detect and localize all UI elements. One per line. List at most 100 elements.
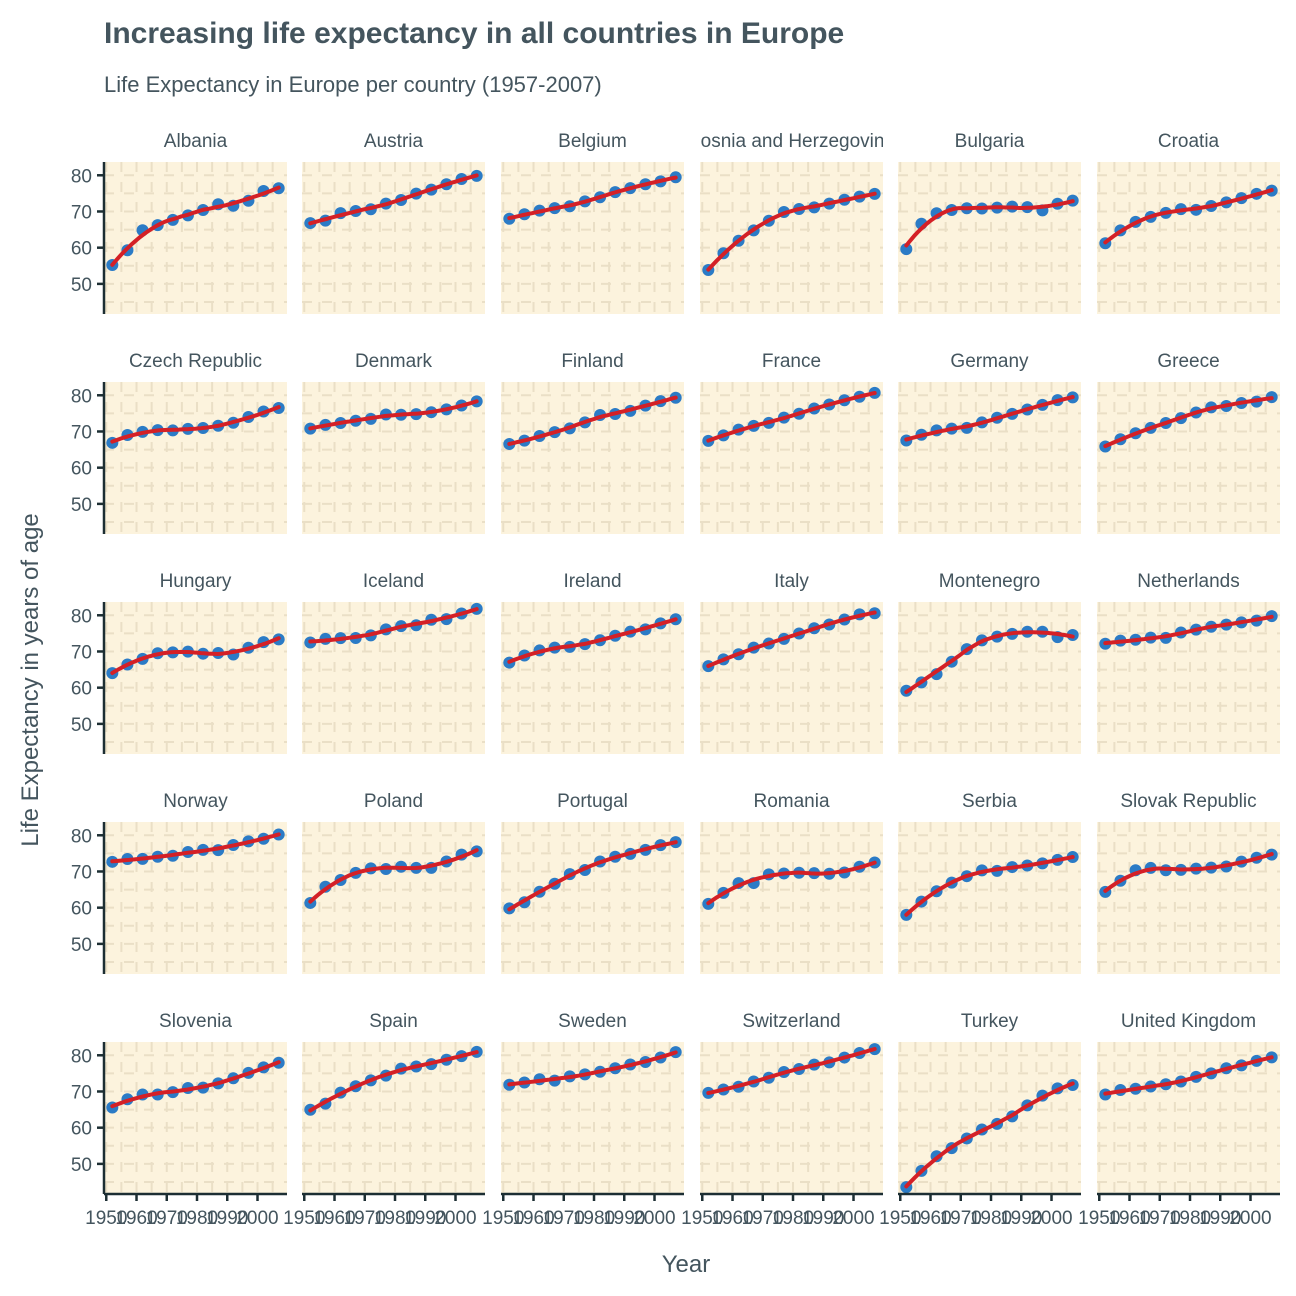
strip-label: Romania bbox=[753, 791, 829, 812]
x-tick-label: 1980 bbox=[176, 1208, 218, 1229]
panel-background bbox=[700, 822, 883, 974]
strip-label: Iceland bbox=[363, 571, 424, 592]
panel-iceland: Iceland bbox=[302, 571, 485, 754]
panel-ireland: Ireland bbox=[501, 571, 684, 754]
x-tick-label: 1990 bbox=[206, 1208, 248, 1229]
x-tick-label: 1950 bbox=[283, 1208, 325, 1229]
panel-norway: Norway 50 60 70 80 bbox=[71, 791, 287, 974]
strip-label: Ireland bbox=[563, 571, 621, 592]
x-tick-label: 1970 bbox=[1139, 1208, 1181, 1229]
y-tick-label: 60 bbox=[71, 679, 92, 700]
x-tick-label: 1980 bbox=[970, 1208, 1012, 1229]
panel-background bbox=[898, 1042, 1081, 1194]
x-tick-label: 1980 bbox=[573, 1208, 615, 1229]
x-tick-label: 2000 bbox=[236, 1208, 278, 1229]
strip-label: Slovak Republic bbox=[1120, 791, 1256, 812]
y-axis-label: Life Expectancy in years of age bbox=[17, 513, 44, 847]
strip-label: Poland bbox=[364, 791, 423, 812]
strip-label: Spain bbox=[369, 1011, 418, 1032]
panel-croatia: Croatia bbox=[1097, 131, 1280, 314]
panel-background bbox=[700, 162, 883, 314]
y-tick-label: 70 bbox=[71, 642, 92, 663]
smooth-line bbox=[706, 860, 877, 906]
smooth-line bbox=[308, 173, 479, 226]
y-tick-label: 70 bbox=[71, 862, 92, 883]
panel-poland: Poland bbox=[302, 791, 485, 974]
panel-background bbox=[104, 602, 287, 754]
smooth-line bbox=[110, 832, 281, 864]
x-tick-label: 1950 bbox=[879, 1208, 921, 1229]
smooth-line bbox=[706, 391, 877, 443]
panel-background bbox=[501, 382, 684, 534]
strip-label: Albania bbox=[164, 131, 228, 152]
smooth-line bbox=[1103, 188, 1274, 245]
x-tick-label: 1950 bbox=[1078, 1208, 1120, 1229]
strip-label: Portugal bbox=[557, 791, 628, 812]
chart-subtitle: Life Expectancy in Europe per country (1… bbox=[104, 72, 602, 97]
strip-label: Czech Republic bbox=[129, 351, 262, 372]
strip-label: Croatia bbox=[1158, 131, 1220, 152]
strip-label: Turkey bbox=[961, 1011, 1019, 1032]
x-tick-label: 2000 bbox=[434, 1208, 476, 1229]
panel-czech-republic: Czech Republic 50 60 70 80 bbox=[71, 351, 287, 534]
x-tick-label: 1960 bbox=[313, 1208, 355, 1229]
y-tick-label: 60 bbox=[71, 1119, 92, 1140]
smooth-line bbox=[308, 848, 479, 904]
smooth-line bbox=[110, 185, 281, 267]
y-tick-label: 60 bbox=[71, 459, 92, 480]
panel-background bbox=[700, 1042, 883, 1194]
panel-denmark: Denmark bbox=[302, 351, 485, 534]
panel-bosnia-and-herzegovina: Bosnia and Herzegovina bbox=[700, 131, 883, 314]
y-tick-label: 70 bbox=[71, 422, 92, 443]
strip-label: Germany bbox=[950, 351, 1029, 372]
smooth-line bbox=[706, 1047, 877, 1095]
panel-background bbox=[898, 382, 1081, 534]
y-tick-label: 80 bbox=[71, 1046, 92, 1067]
x-tick-label: 1990 bbox=[1199, 1208, 1241, 1229]
x-tick-label: 2000 bbox=[633, 1208, 675, 1229]
strip-label: France bbox=[762, 351, 821, 372]
y-tick-label: 50 bbox=[71, 1155, 92, 1176]
strip-label: Belgium bbox=[558, 131, 627, 152]
y-tick-label: 60 bbox=[71, 239, 92, 260]
y-tick-label: 60 bbox=[71, 899, 92, 920]
panel-italy: Italy bbox=[700, 571, 883, 754]
x-tick-label: 1960 bbox=[711, 1208, 753, 1229]
strip-label: Montenegro bbox=[939, 571, 1040, 592]
x-tick-label: 1970 bbox=[543, 1208, 585, 1229]
strip-label: Sweden bbox=[558, 1011, 627, 1032]
smooth-line bbox=[1103, 852, 1274, 893]
smooth-line bbox=[507, 395, 678, 446]
panel-background bbox=[104, 1042, 287, 1194]
smooth-line bbox=[1103, 614, 1274, 646]
panel-background bbox=[898, 162, 1081, 314]
smooth-line bbox=[110, 1060, 281, 1109]
smooth-line bbox=[507, 617, 678, 664]
panel-background bbox=[302, 822, 485, 974]
x-tick-label: 1950 bbox=[482, 1208, 524, 1229]
smooth-line bbox=[308, 607, 479, 644]
panel-belgium: Belgium bbox=[501, 131, 684, 314]
x-tick-label: 1990 bbox=[404, 1208, 446, 1229]
panel-background bbox=[501, 1042, 684, 1194]
strip-label: Hungary bbox=[160, 571, 232, 592]
panel-portugal: Portugal bbox=[501, 791, 684, 974]
x-tick-label: 1990 bbox=[802, 1208, 844, 1229]
y-tick-label: 80 bbox=[71, 606, 92, 627]
x-tick-label: 2000 bbox=[832, 1208, 874, 1229]
panel-bulgaria: Bulgaria bbox=[898, 131, 1081, 314]
strip-label: Norway bbox=[163, 791, 228, 812]
x-tick-label: 1970 bbox=[742, 1208, 784, 1229]
panel-germany: Germany bbox=[898, 351, 1081, 534]
smooth-line bbox=[1103, 396, 1274, 449]
smooth-line bbox=[904, 1081, 1075, 1189]
x-axis-label: Year bbox=[662, 1251, 711, 1278]
smooth-line bbox=[904, 199, 1075, 248]
strip-label: Greece bbox=[1157, 351, 1219, 372]
panel-background bbox=[104, 822, 287, 974]
panel-background bbox=[1097, 162, 1280, 314]
panel-background bbox=[302, 602, 485, 754]
smooth-line bbox=[706, 191, 877, 272]
